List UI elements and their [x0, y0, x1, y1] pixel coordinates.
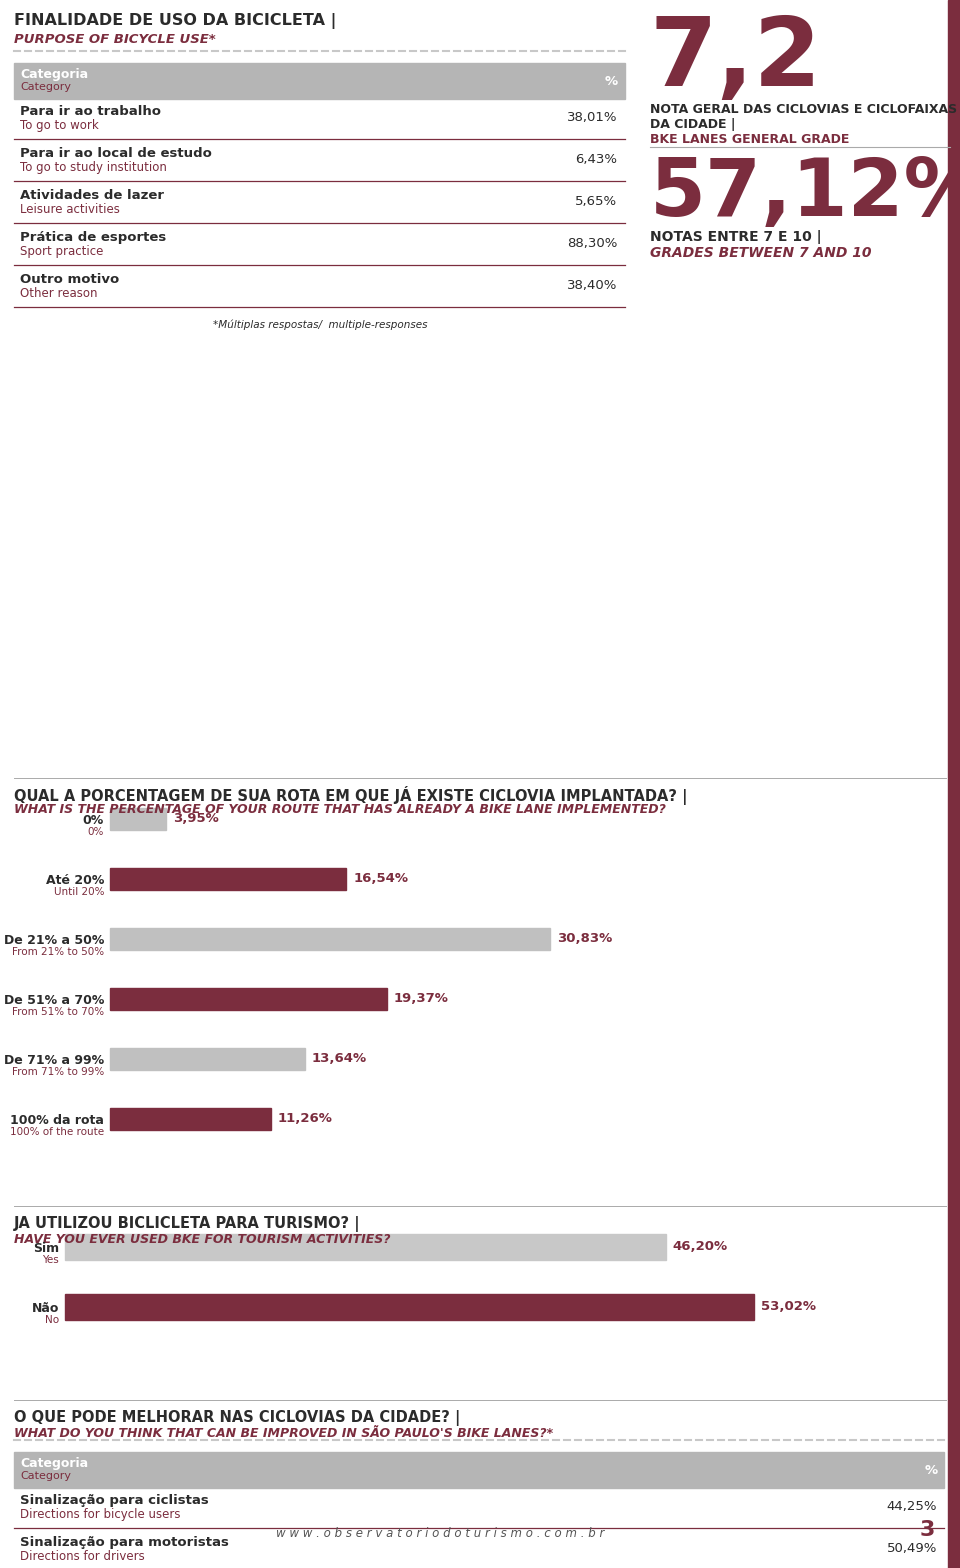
Text: 11,26%: 11,26%	[277, 1112, 333, 1124]
Text: Atividades de lazer: Atividades de lazer	[20, 190, 164, 202]
Bar	[110, 928, 550, 950]
Bar	[65, 1294, 755, 1320]
Text: 6,43%: 6,43%	[575, 154, 617, 166]
Text: To go to work: To go to work	[20, 119, 99, 132]
Text: FINALIDADE DE USO DA BICICLETA |: FINALIDADE DE USO DA BICICLETA |	[14, 13, 336, 28]
Text: 19,37%: 19,37%	[394, 991, 448, 1005]
Text: De 51% a 70%: De 51% a 70%	[4, 994, 104, 1007]
Text: O QUE PODE MELHORAR NAS CICLOVIAS DA CIDADE? |: O QUE PODE MELHORAR NAS CICLOVIAS DA CID…	[14, 1410, 461, 1425]
Bar	[110, 808, 166, 829]
Text: From 51% to 70%: From 51% to 70%	[12, 1007, 104, 1018]
Text: JA UTILIZOU BICLICLETA PARA TURISMO? |: JA UTILIZOU BICLICLETA PARA TURISMO? |	[14, 1217, 361, 1232]
Text: 5,65%: 5,65%	[575, 194, 617, 209]
Text: 46,20%: 46,20%	[673, 1239, 728, 1253]
Text: Category: Category	[20, 1471, 71, 1482]
Text: Outro motivo: Outro motivo	[20, 273, 119, 285]
Text: Não: Não	[32, 1301, 59, 1316]
Text: 88,30%: 88,30%	[566, 237, 617, 249]
Text: No: No	[45, 1316, 59, 1325]
Text: 38,01%: 38,01%	[566, 111, 617, 124]
Text: PURPOSE OF BICYCLE USE*: PURPOSE OF BICYCLE USE*	[14, 33, 216, 45]
Bar	[14, 1452, 944, 1488]
Text: NOTA GERAL DAS CICLOVIAS E CICLOFAIXAS: NOTA GERAL DAS CICLOVIAS E CICLOFAIXAS	[650, 103, 957, 116]
Text: *Múltiplas respostas/  multiple-responses: *Múltiplas respostas/ multiple-responses	[213, 318, 427, 329]
Text: Directions for drivers: Directions for drivers	[20, 1551, 145, 1563]
Text: WHAT DO YOU THINK THAT CAN BE IMPROVED IN SÃO PAULO'S BIKE LANES?*: WHAT DO YOU THINK THAT CAN BE IMPROVED I…	[14, 1427, 553, 1439]
Text: Sinalização para motoristas: Sinalização para motoristas	[20, 1537, 228, 1549]
Text: Until 20%: Until 20%	[54, 887, 104, 897]
Text: De 71% a 99%: De 71% a 99%	[4, 1054, 104, 1066]
Text: 13,64%: 13,64%	[312, 1052, 367, 1065]
Text: Categoria: Categoria	[20, 67, 88, 82]
Text: De 21% a 50%: De 21% a 50%	[4, 935, 104, 947]
Text: WHAT IS THE PERCENTAGE OF YOUR ROUTE THAT HAS ALREADY A BIKE LANE IMPLEMENTED?: WHAT IS THE PERCENTAGE OF YOUR ROUTE THA…	[14, 803, 666, 815]
Text: From 71% to 99%: From 71% to 99%	[12, 1066, 104, 1077]
Text: DA CIDADE |: DA CIDADE |	[650, 118, 735, 132]
Bar	[948, 0, 960, 1568]
Bar	[110, 1109, 271, 1131]
Text: 16,54%: 16,54%	[353, 872, 408, 884]
Text: 57,12%: 57,12%	[650, 155, 960, 234]
Bar	[65, 1234, 665, 1261]
Bar	[110, 1047, 305, 1069]
Text: 100% of the route: 100% of the route	[10, 1127, 104, 1137]
Text: From 21% to 50%: From 21% to 50%	[12, 947, 104, 956]
Text: Yes: Yes	[42, 1254, 59, 1265]
Text: Directions for bicycle users: Directions for bicycle users	[20, 1508, 180, 1521]
Text: 53,02%: 53,02%	[761, 1300, 816, 1312]
Text: 100% da rota: 100% da rota	[11, 1113, 104, 1127]
Text: HAVE YOU EVER USED BKE FOR TOURISM ACTIVITIES?: HAVE YOU EVER USED BKE FOR TOURISM ACTIV…	[14, 1232, 391, 1247]
Text: 38,40%: 38,40%	[566, 279, 617, 292]
Text: GRADES BETWEEN 7 AND 10: GRADES BETWEEN 7 AND 10	[650, 246, 872, 260]
Text: NOTAS ENTRE 7 E 10 |: NOTAS ENTRE 7 E 10 |	[650, 230, 822, 245]
Text: 0%: 0%	[83, 814, 104, 826]
Text: 44,25%: 44,25%	[886, 1501, 937, 1513]
Text: Sim: Sim	[33, 1242, 59, 1254]
Text: Sinalização para ciclistas: Sinalização para ciclistas	[20, 1494, 208, 1507]
Bar	[14, 63, 625, 99]
Text: Para ir ao trabalho: Para ir ao trabalho	[20, 105, 161, 118]
Text: Other reason: Other reason	[20, 287, 98, 299]
Text: Sport practice: Sport practice	[20, 245, 104, 259]
Text: %: %	[605, 75, 618, 88]
Text: QUAL A PORCENTAGEM DE SUA ROTA EM QUE JÁ EXISTE CICLOVIA IMPLANTADA? |: QUAL A PORCENTAGEM DE SUA ROTA EM QUE JÁ…	[14, 786, 687, 804]
Text: Category: Category	[20, 82, 71, 93]
Text: 3,95%: 3,95%	[174, 812, 219, 825]
Text: 3: 3	[920, 1519, 935, 1540]
Text: 30,83%: 30,83%	[558, 931, 612, 944]
Text: BKE LANES GENERAL GRADE: BKE LANES GENERAL GRADE	[650, 133, 850, 146]
Bar	[110, 869, 347, 891]
Text: Leisure activities: Leisure activities	[20, 202, 120, 216]
Text: Prática de esportes: Prática de esportes	[20, 230, 166, 245]
Bar	[110, 988, 387, 1010]
Text: Para ir ao local de estudo: Para ir ao local de estudo	[20, 147, 212, 160]
Text: 50,49%: 50,49%	[887, 1541, 937, 1555]
Text: Categoria: Categoria	[20, 1457, 88, 1471]
Text: To go to study institution: To go to study institution	[20, 162, 167, 174]
Text: 7,2: 7,2	[650, 13, 823, 107]
Text: 0%: 0%	[87, 826, 104, 837]
Text: Até 20%: Até 20%	[46, 873, 104, 887]
Text: w w w . o b s e r v a t o r i o d o t u r i s m o . c o m . b r: w w w . o b s e r v a t o r i o d o t u …	[276, 1527, 604, 1540]
Text: %: %	[924, 1465, 938, 1477]
